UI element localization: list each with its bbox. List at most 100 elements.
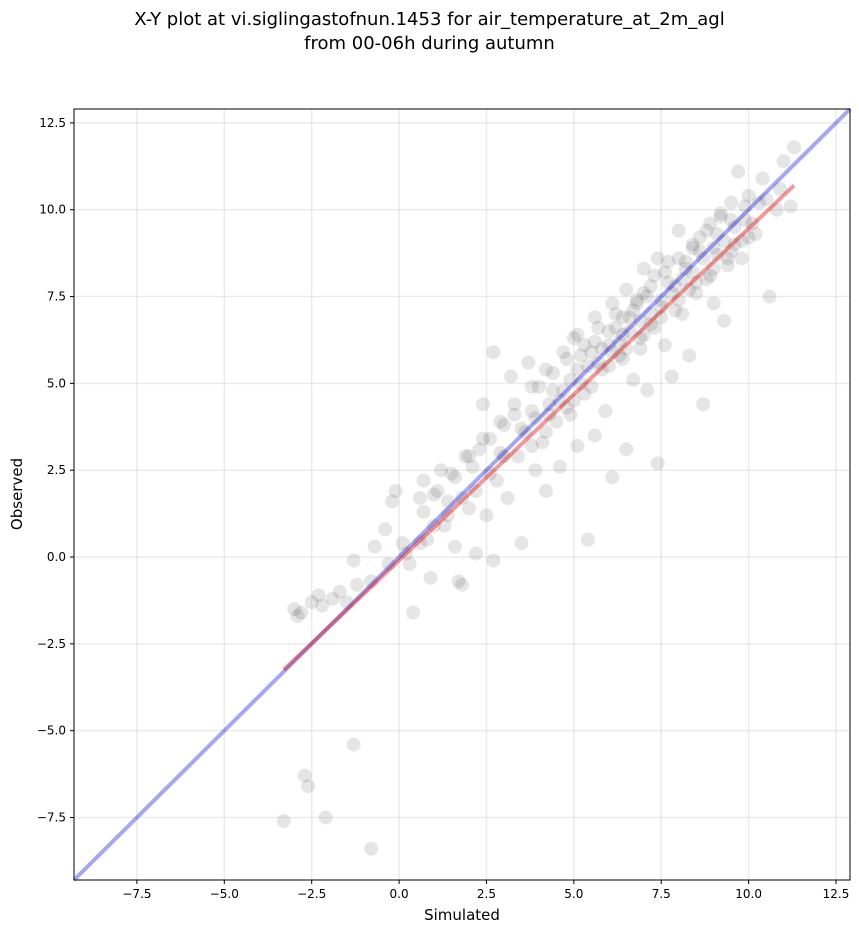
data-point xyxy=(402,556,417,571)
data-point xyxy=(710,227,725,242)
data-point xyxy=(566,331,581,346)
data-point xyxy=(689,286,704,301)
data-point xyxy=(699,223,714,238)
data-point xyxy=(573,348,588,363)
data-point xyxy=(671,293,686,308)
data-point xyxy=(724,213,739,228)
data-point xyxy=(472,442,487,457)
data-point xyxy=(724,244,739,259)
x-tick-label: −2.5 xyxy=(297,887,326,901)
y-tick-label: −5.0 xyxy=(37,724,66,738)
data-point xyxy=(584,345,599,360)
data-point xyxy=(664,286,679,301)
data-point xyxy=(545,383,560,398)
data-point xyxy=(636,261,651,276)
data-point xyxy=(633,331,648,346)
data-point xyxy=(608,320,623,335)
data-point xyxy=(385,494,400,509)
data-point xyxy=(699,272,714,287)
data-point xyxy=(594,341,609,356)
data-point xyxy=(773,181,788,196)
x-tick-label: 0.0 xyxy=(390,887,409,901)
data-point xyxy=(441,494,456,509)
data-point xyxy=(465,459,480,474)
data-point xyxy=(468,484,483,499)
data-point xyxy=(685,237,700,252)
data-point xyxy=(720,258,735,273)
data-point xyxy=(675,306,690,321)
data-point xyxy=(524,438,539,453)
data-point xyxy=(587,310,602,325)
data-point xyxy=(783,199,798,214)
data-point xyxy=(367,539,382,554)
data-point xyxy=(587,428,602,443)
data-point xyxy=(496,449,511,464)
data-point xyxy=(430,484,445,499)
data-point xyxy=(448,470,463,485)
data-point xyxy=(413,536,428,551)
data-point xyxy=(301,779,316,794)
data-point xyxy=(668,303,683,318)
data-point xyxy=(528,463,543,478)
data-point xyxy=(482,431,497,446)
y-axis-label: Observed xyxy=(8,458,26,530)
data-point xyxy=(685,265,700,280)
data-point xyxy=(486,345,501,360)
data-point xyxy=(738,199,753,214)
data-point xyxy=(482,466,497,481)
data-point xyxy=(556,345,571,360)
data-point xyxy=(605,296,620,311)
data-point xyxy=(748,227,763,242)
data-point xyxy=(759,192,774,207)
data-point xyxy=(294,605,309,620)
data-point xyxy=(573,376,588,391)
data-point xyxy=(461,501,476,516)
data-point xyxy=(612,334,627,349)
data-point xyxy=(441,508,456,523)
axis-ticks: −7.5 −5.0 −2.5 0.0 2.5 5.0 7.5 10.0 12.5 −7.5 −5.0… xyxy=(37,116,850,901)
data-point xyxy=(423,570,438,585)
data-point xyxy=(696,397,711,412)
data-point xyxy=(507,407,522,422)
data-point xyxy=(643,279,658,294)
data-point xyxy=(427,487,442,502)
data-point xyxy=(510,449,525,464)
data-point xyxy=(538,424,553,439)
data-point xyxy=(507,397,522,412)
data-point xyxy=(601,338,616,353)
data-point xyxy=(521,355,536,370)
y-tick-label: 2.5 xyxy=(47,463,66,477)
data-point xyxy=(444,466,459,481)
data-point xyxy=(633,313,648,328)
data-point xyxy=(612,348,627,363)
data-point xyxy=(787,140,802,155)
data-point xyxy=(650,456,665,471)
data-point xyxy=(517,424,532,439)
data-point xyxy=(717,233,732,248)
one-to-one-reference-line xyxy=(72,107,852,882)
data-point xyxy=(455,577,469,592)
data-point xyxy=(661,275,676,290)
data-point xyxy=(350,577,365,592)
data-point xyxy=(626,303,641,318)
data-point xyxy=(622,324,637,339)
fit-lines xyxy=(72,107,852,882)
data-point xyxy=(713,206,728,221)
data-point xyxy=(727,220,742,235)
data-point xyxy=(346,553,361,568)
data-point xyxy=(776,154,791,169)
data-point xyxy=(745,216,760,231)
data-point xyxy=(591,355,606,370)
data-point xyxy=(378,522,393,537)
data-point xyxy=(657,265,672,280)
x-tick-label: −5.0 xyxy=(210,887,239,901)
data-point xyxy=(762,289,777,304)
data-point xyxy=(468,546,483,561)
data-point xyxy=(570,327,585,342)
data-point xyxy=(524,379,539,394)
data-point xyxy=(706,261,721,276)
data-point xyxy=(500,490,515,505)
data-point xyxy=(605,345,620,360)
y-tick-label: 5.0 xyxy=(47,376,66,390)
